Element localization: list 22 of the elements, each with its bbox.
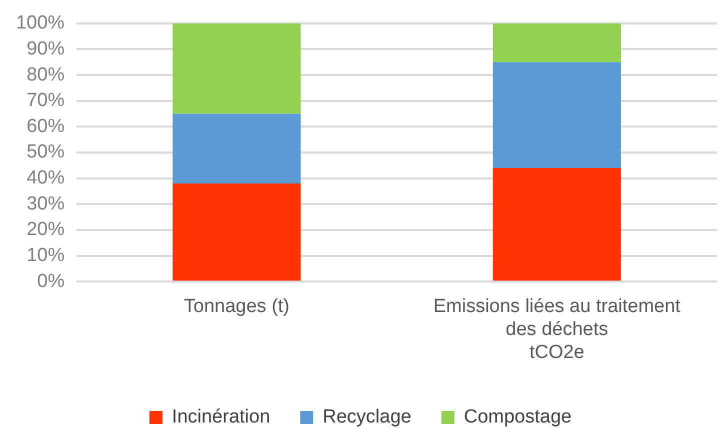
bar [172, 114, 301, 184]
bar [492, 23, 621, 62]
x-tick-label: Emissions liées au traitement des déchets tCO2e [433, 296, 682, 363]
legend-label: Recyclage [322, 406, 412, 428]
y-tick-label: 40% [26, 168, 65, 189]
bar [172, 23, 301, 114]
y-tick-label: 90% [26, 38, 65, 60]
bar [492, 62, 621, 168]
bar [172, 183, 301, 281]
y-tick-label: 0% [37, 270, 65, 292]
legend-label: Compostage [464, 406, 572, 428]
y-tick-label: 80% [26, 64, 65, 86]
y-tick-label: 50% [26, 142, 65, 163]
y-tick-label: 20% [26, 219, 65, 240]
y-tick-label: 30% [26, 193, 65, 214]
y-tick-label: 10% [26, 245, 65, 266]
y-tick-label: 100% [16, 12, 65, 34]
legend-label: Incinération [172, 406, 270, 428]
y-tick-label: 60% [26, 116, 65, 137]
x-tick-label: Tonnages (t) [184, 296, 290, 318]
y-tick-label: 70% [26, 90, 65, 112]
bar [492, 168, 621, 281]
